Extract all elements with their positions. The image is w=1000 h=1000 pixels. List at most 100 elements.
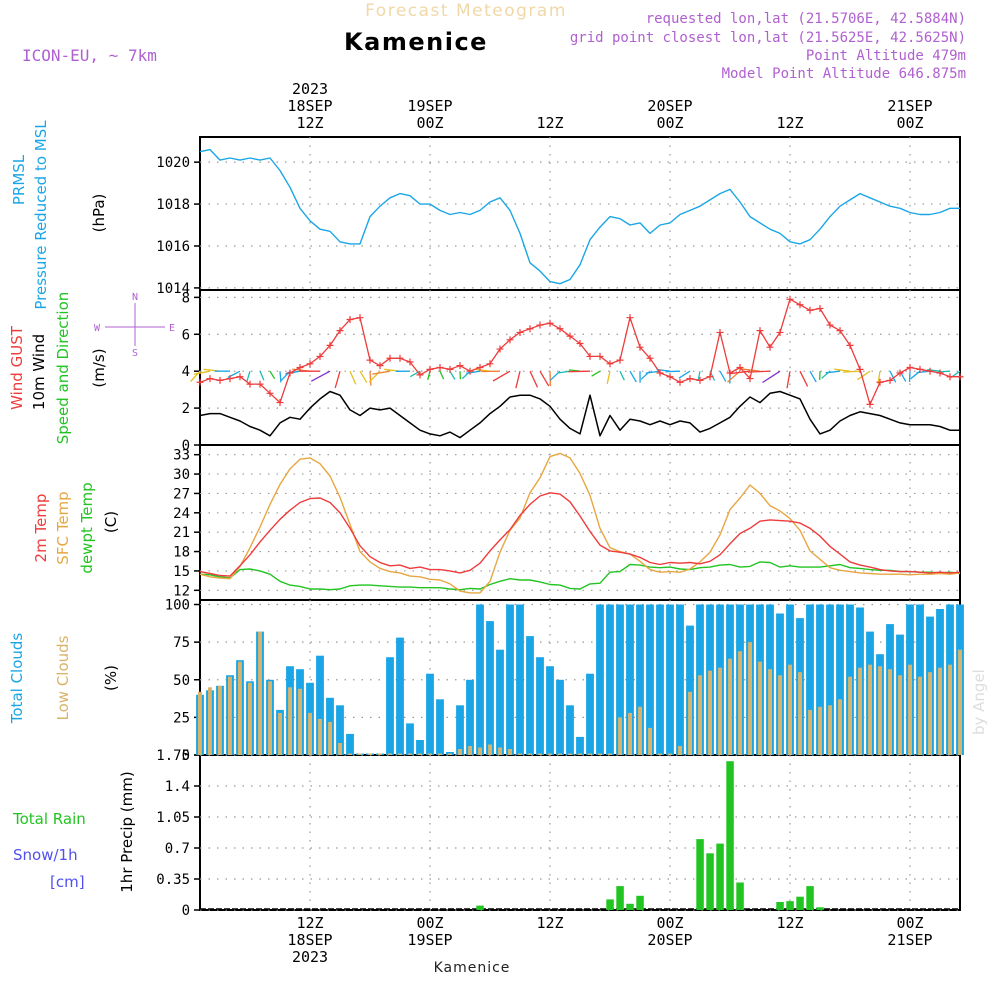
low-cloud-bar: [938, 667, 942, 755]
temp-unit: (C): [102, 511, 120, 533]
requested-coords: requested lon,lat (21.5706E, 42.5884N): [646, 11, 966, 27]
temperature-ytick-label: 33: [173, 448, 190, 464]
gust-point: [616, 356, 624, 364]
gust-point: [866, 400, 874, 408]
wind-direction-arrow: [529, 370, 539, 388]
precip-legend-rain: Total Rain: [12, 810, 86, 828]
wind-direction-arrow: [656, 368, 671, 372]
low-cloud-bar: [508, 749, 512, 755]
rain-bar: [726, 761, 734, 910]
clouds-ytick-label: 25: [173, 710, 190, 726]
gust-point: [456, 362, 464, 370]
total-cloud-bar: [516, 604, 524, 755]
gust-point: [856, 365, 864, 373]
gust-point: [696, 376, 704, 384]
low-cloud-bar: [778, 675, 782, 755]
bottom-time-label: 20SEP: [647, 931, 692, 949]
low-cloud-bar: [918, 676, 922, 755]
wind-direction-arrow: [246, 370, 251, 382]
low-cloud-bar: [198, 691, 202, 755]
rain-bar: [716, 843, 724, 910]
total-cloud-bar: [416, 740, 424, 755]
gust-point: [736, 364, 744, 371]
gust-point: [596, 352, 604, 360]
low-cloud-bar: [748, 642, 752, 755]
low-cloud-bar: [338, 743, 342, 755]
rain-bar: [626, 903, 634, 910]
sfc-series-line: [199, 452, 961, 594]
low-cloud-bar: [228, 676, 232, 755]
gust-point: [586, 352, 594, 360]
footer-location: Kamenice: [434, 960, 511, 976]
wind-direction-arrow: [786, 371, 791, 389]
gust-point: [606, 360, 614, 368]
low-cloud-bar: [868, 664, 872, 755]
gust-point: [246, 380, 254, 388]
gust-point: [476, 364, 484, 371]
rain-bar: [636, 895, 644, 910]
gust-point: [446, 365, 454, 373]
low-cloud-bar: [898, 675, 902, 755]
low-cloud-bar: [608, 753, 612, 755]
gust-point: [256, 380, 264, 388]
temp-legend-sfc: SFC Temp: [54, 491, 72, 564]
temperature-ytick-label: 27: [173, 486, 190, 502]
wind-panel-frame: [199, 289, 961, 446]
wind-direction-arrow: [678, 370, 691, 379]
low-cloud-bar: [828, 705, 832, 755]
total-cloud-bar: [836, 604, 844, 755]
low-cloud-bar: [418, 753, 422, 755]
model-altitude: Model Point Altitude 646.875m: [722, 66, 966, 82]
low-cloud-bar: [308, 712, 312, 755]
low-cloud-bar: [698, 675, 702, 755]
top-time-label: 18SEP: [287, 97, 332, 115]
point-altitude: Point Altitude 479m: [806, 48, 966, 64]
gust-point: [296, 364, 304, 371]
compass-e: E: [169, 323, 175, 334]
bottom-time-label: 00Z: [896, 914, 923, 932]
rain-bar: [786, 901, 794, 910]
gust-point: [776, 328, 784, 336]
bottom-time-label: 12Z: [536, 914, 563, 932]
temp-legend-2m: 2m Temp: [32, 494, 50, 563]
wind-direction-arrow: [719, 370, 727, 382]
bottom-time-label: 21SEP: [887, 931, 932, 949]
total-cloud-bar: [636, 604, 644, 755]
gust-point: [946, 373, 954, 381]
wind-direction-arrow: [697, 371, 701, 381]
wind-direction-arrow: [439, 370, 445, 380]
wind-direction-arrow: [269, 370, 276, 380]
total-cloud-bar: [436, 699, 444, 755]
bottom-time-label: 12Z: [776, 914, 803, 932]
low-cloud-bar: [558, 753, 562, 755]
bottom-time-label: 19SEP: [407, 931, 452, 949]
low-cloud-bar: [298, 688, 302, 755]
gust-point: [216, 376, 224, 384]
total-cloud-bar: [626, 604, 634, 755]
rain-bar: [706, 853, 714, 910]
low-cloud-bar: [808, 709, 812, 755]
wind-direction-arrow: [857, 370, 871, 381]
wind-series-line: [199, 390, 960, 439]
gust-point: [766, 343, 774, 351]
temperature-ytick-label: 15: [173, 564, 190, 580]
total-cloud-bar: [566, 705, 574, 755]
low-cloud-bar: [678, 746, 682, 755]
wind-ytick-label: 6: [182, 327, 190, 343]
wind-ytick-label: 2: [182, 401, 190, 417]
gust-point: [906, 364, 914, 371]
temperature-panel-frame: [199, 444, 961, 601]
low-cloud-bar: [818, 706, 822, 755]
gust-point: [636, 343, 644, 351]
bottom-time-label: 00Z: [656, 914, 683, 932]
low-cloud-bar: [718, 667, 722, 755]
pressure-ytick-label: 1014: [156, 281, 190, 297]
top-time-label: 19SEP: [407, 97, 452, 115]
low-cloud-bar: [538, 753, 542, 755]
low-cloud-bar: [348, 753, 352, 755]
low-cloud-bar: [388, 753, 392, 755]
gust-series-line: [199, 298, 960, 406]
rain-bar: [476, 905, 484, 910]
gust-point: [226, 375, 234, 383]
wind-direction-arrow: [310, 370, 331, 382]
